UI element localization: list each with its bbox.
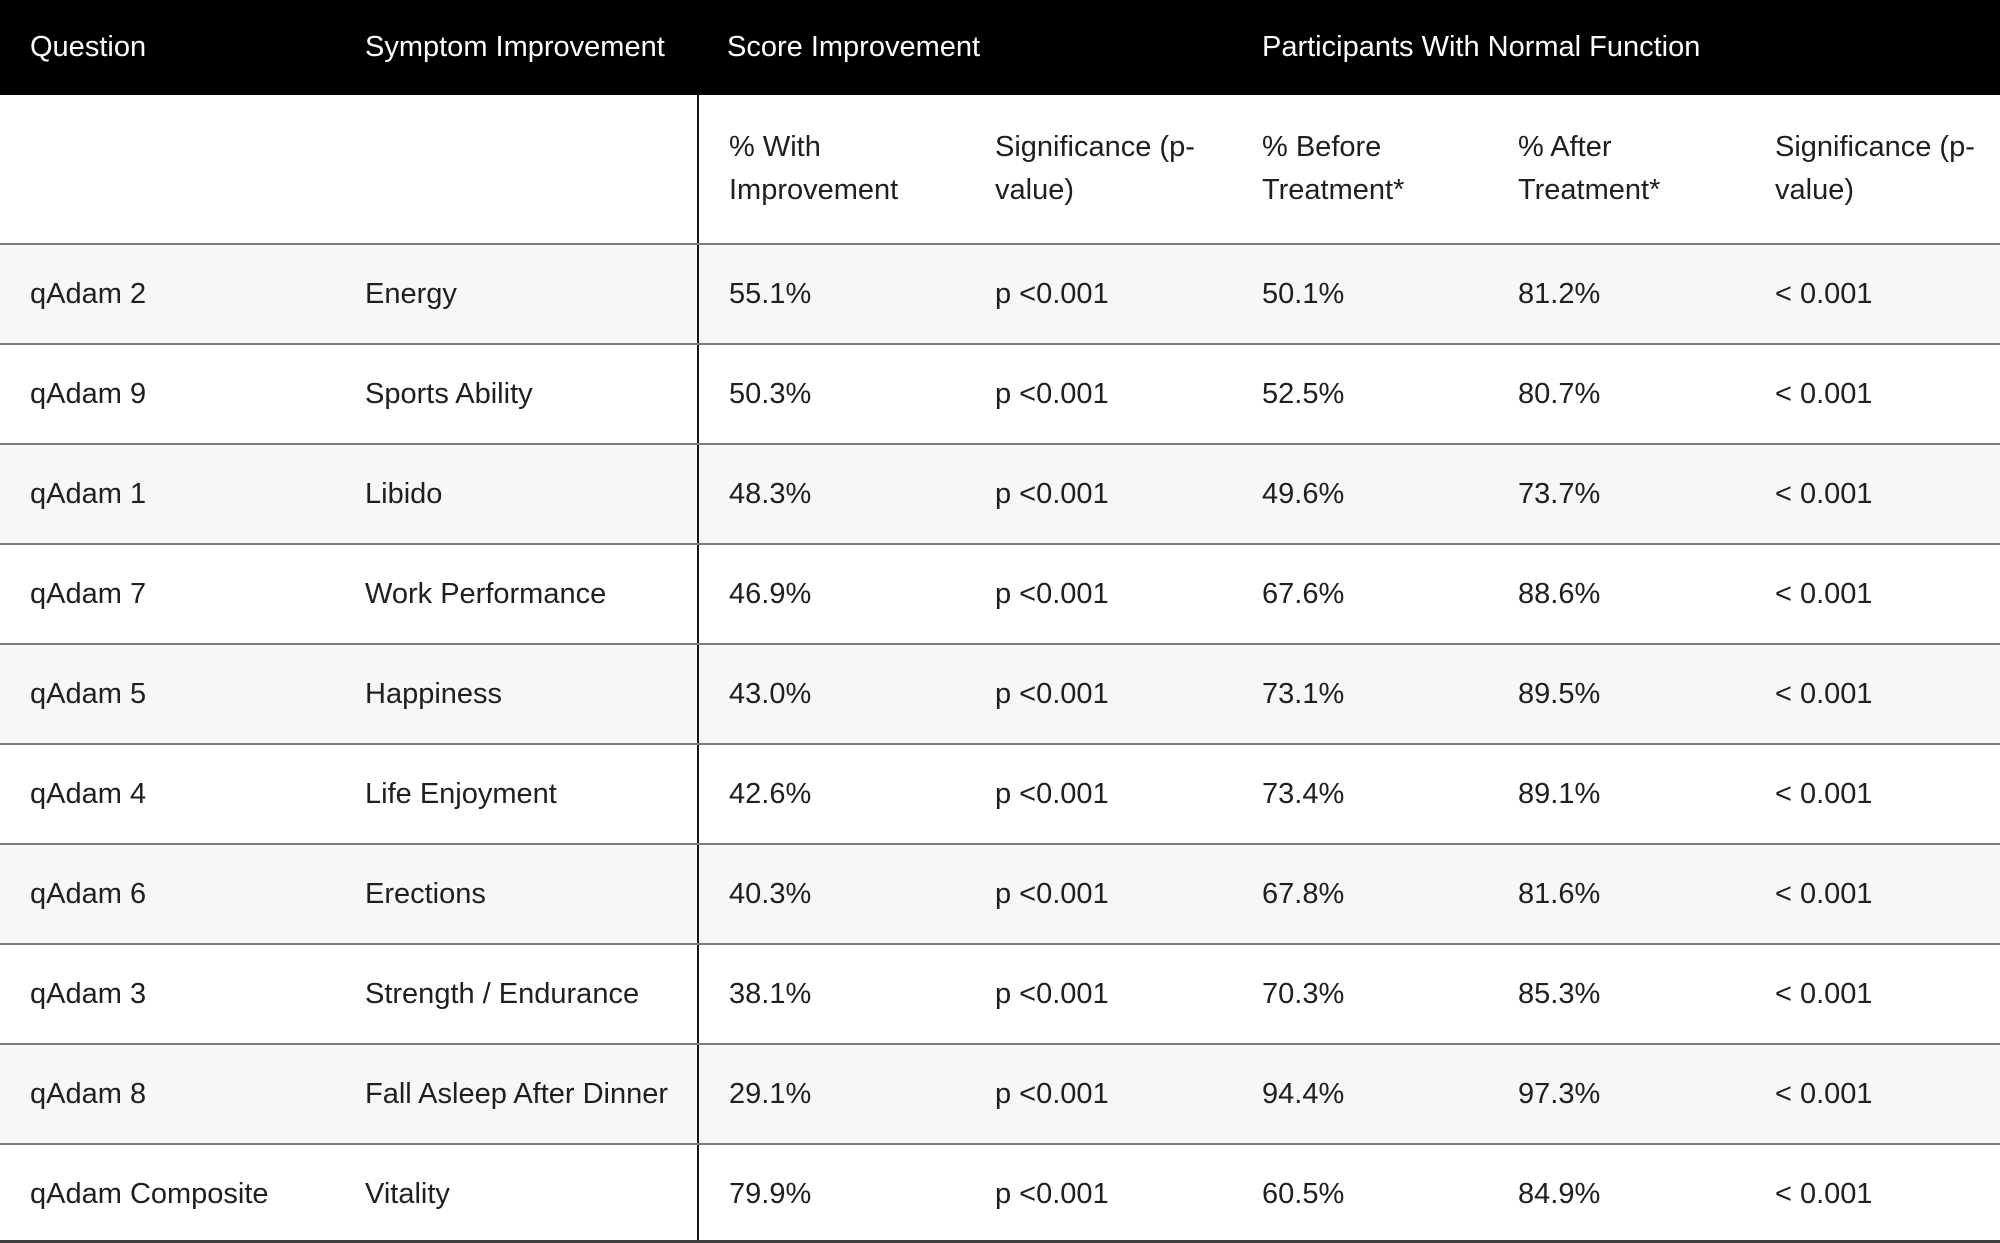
cell-pct-before: 67.8%	[1262, 877, 1345, 910]
cell-symptom: Strength / Endurance	[365, 977, 640, 1010]
cell-pct-after: 97.3%	[1518, 1077, 1601, 1110]
cell-significance-score: p <0.001	[995, 277, 1109, 310]
subheader-pct-before-treatment: % Before Treatment*	[1262, 130, 1405, 207]
subheader-significance-score: Significance (p-value)	[995, 130, 1195, 207]
cell-pct-after: 81.6%	[1518, 877, 1601, 910]
cell-pct-improvement: 38.1%	[697, 945, 965, 1043]
cell-pct-after: 80.7%	[1518, 377, 1601, 410]
table-subheader-row: % With Improvement Significance (p-value…	[0, 95, 2000, 243]
table-row: qAdam 3 Strength / Endurance 38.1% p <0.…	[0, 943, 2000, 1043]
cell-pct-before: 70.3%	[1262, 977, 1345, 1010]
cell-question: qAdam 7	[30, 577, 147, 610]
cell-significance-score: p <0.001	[995, 977, 1109, 1010]
cell-question: qAdam 4	[30, 777, 147, 810]
cell-significance-score: p <0.001	[995, 477, 1109, 510]
header-symptom-improvement: Symptom Improvement	[365, 31, 665, 63]
cell-pct-before: 49.6%	[1262, 477, 1345, 510]
cell-significance-score: p <0.001	[995, 877, 1109, 910]
cell-pct-after: 88.6%	[1518, 577, 1601, 610]
table-row: qAdam 8 Fall Asleep After Dinner 29.1% p…	[0, 1043, 2000, 1143]
cell-pct-after: 85.3%	[1518, 977, 1601, 1010]
cell-pct-after: 81.2%	[1518, 277, 1601, 310]
cell-pct-after: 73.7%	[1518, 477, 1601, 510]
subheader-pct-with-improvement: % With Improvement	[697, 95, 965, 243]
header-participants-group: Participants With Normal Function	[1262, 31, 1701, 63]
table-row: qAdam 6 Erections 40.3% p <0.001 67.8% 8…	[0, 843, 2000, 943]
cell-symptom: Sports Ability	[365, 377, 533, 410]
cell-significance-participants: < 0.001	[1775, 277, 1873, 310]
cell-question: qAdam 3	[30, 977, 147, 1010]
table-row: qAdam 9 Sports Ability 50.3% p <0.001 52…	[0, 343, 2000, 443]
cell-pct-improvement: 29.1%	[697, 1045, 965, 1143]
cell-significance-score: p <0.001	[995, 1177, 1109, 1210]
header-score-improvement-group: Score Improvement	[727, 31, 981, 63]
header-question: Question	[30, 31, 147, 63]
cell-pct-before: 52.5%	[1262, 377, 1345, 410]
cell-significance-participants: < 0.001	[1775, 677, 1873, 710]
cell-symptom: Life Enjoyment	[365, 777, 557, 810]
subheader-pct-after-treatment: % After Treatment*	[1518, 130, 1661, 207]
cell-question: qAdam 5	[30, 677, 147, 710]
cell-symptom: Energy	[365, 277, 457, 310]
table-row: qAdam 1 Libido 48.3% p <0.001 49.6% 73.7…	[0, 443, 2000, 543]
cell-pct-improvement: 42.6%	[697, 745, 965, 843]
cell-significance-score: p <0.001	[995, 777, 1109, 810]
cell-pct-after: 84.9%	[1518, 1177, 1601, 1210]
cell-pct-before: 73.1%	[1262, 677, 1345, 710]
table-group-header-row: Question Symptom Improvement Score Impro…	[0, 0, 2000, 95]
cell-symptom: Fall Asleep After Dinner	[365, 1077, 669, 1110]
cell-symptom: Happiness	[365, 677, 503, 710]
cell-symptom: Erections	[365, 877, 486, 910]
cell-significance-participants: < 0.001	[1775, 477, 1873, 510]
cell-pct-improvement: 48.3%	[697, 445, 965, 543]
cell-question: qAdam 6	[30, 877, 147, 910]
subheader-significance-participants: Significance (p-value)	[1775, 130, 1975, 207]
cell-question: qAdam 1	[30, 477, 147, 510]
cell-pct-after: 89.1%	[1518, 777, 1601, 810]
table-row: qAdam 4 Life Enjoyment 42.6% p <0.001 73…	[0, 743, 2000, 843]
table-row: qAdam Composite Vitality 79.9% p <0.001 …	[0, 1143, 2000, 1240]
table-row: qAdam 7 Work Performance 46.9% p <0.001 …	[0, 543, 2000, 643]
cell-pct-before: 50.1%	[1262, 277, 1345, 310]
cell-symptom: Work Performance	[365, 577, 607, 610]
cell-significance-participants: < 0.001	[1775, 1077, 1873, 1110]
cell-question: qAdam 2	[30, 277, 147, 310]
cell-pct-before: 67.6%	[1262, 577, 1345, 610]
cell-significance-participants: < 0.001	[1775, 377, 1873, 410]
cell-symptom: Vitality	[365, 1177, 450, 1210]
subheader-spacer	[0, 95, 335, 243]
cell-pct-after: 89.5%	[1518, 677, 1601, 710]
cell-significance-score: p <0.001	[995, 377, 1109, 410]
cell-significance-participants: < 0.001	[1775, 977, 1873, 1010]
cell-significance-score: p <0.001	[995, 1077, 1109, 1110]
table-row: qAdam 5 Happiness 43.0% p <0.001 73.1% 8…	[0, 643, 2000, 743]
cell-pct-before: 60.5%	[1262, 1177, 1345, 1210]
cell-significance-score: p <0.001	[995, 577, 1109, 610]
cell-pct-improvement: 50.3%	[697, 345, 965, 443]
cell-pct-improvement: 55.1%	[697, 245, 965, 343]
cell-pct-improvement: 46.9%	[697, 545, 965, 643]
cell-significance-participants: < 0.001	[1775, 777, 1873, 810]
cell-symptom: Libido	[365, 477, 443, 510]
cell-question: qAdam 9	[30, 377, 147, 410]
cell-pct-improvement: 40.3%	[697, 845, 965, 943]
cell-pct-before: 73.4%	[1262, 777, 1345, 810]
cell-pct-before: 94.4%	[1262, 1077, 1345, 1110]
cell-question: qAdam 8	[30, 1077, 147, 1110]
cell-pct-improvement: 43.0%	[697, 645, 965, 743]
cell-significance-participants: < 0.001	[1775, 877, 1873, 910]
subheader-spacer	[335, 95, 697, 243]
cell-pct-improvement: 79.9%	[697, 1145, 965, 1240]
cell-question: qAdam Composite	[30, 1177, 269, 1210]
table-row: qAdam 2 Energy 55.1% p <0.001 50.1% 81.2…	[0, 243, 2000, 343]
cell-significance-participants: < 0.001	[1775, 577, 1873, 610]
cell-significance-score: p <0.001	[995, 677, 1109, 710]
cell-significance-participants: < 0.001	[1775, 1177, 1873, 1210]
